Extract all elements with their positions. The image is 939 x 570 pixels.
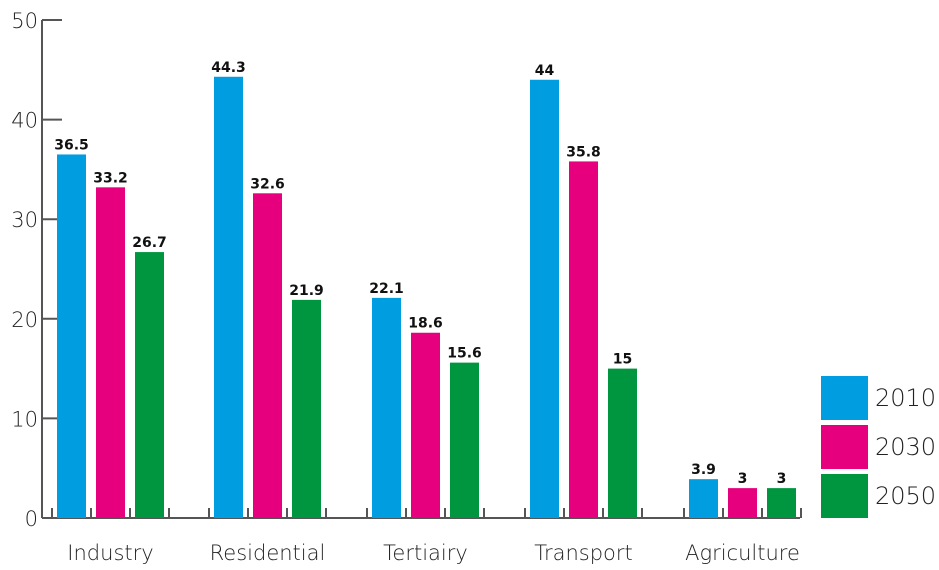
data-label: 36.5 bbox=[54, 137, 89, 153]
y-tick-label: 20 bbox=[11, 308, 38, 332]
data-label: 32.6 bbox=[250, 176, 285, 192]
bar bbox=[450, 362, 479, 518]
legend-swatch bbox=[821, 425, 868, 469]
data-label: 33.2 bbox=[93, 170, 128, 186]
data-label: 18.6 bbox=[408, 316, 443, 332]
x-category-label: Agriculture bbox=[685, 541, 800, 565]
bar bbox=[135, 252, 164, 518]
legend-swatch bbox=[821, 376, 868, 420]
x-category-label: Residential bbox=[210, 541, 326, 565]
bar bbox=[214, 76, 243, 518]
legend-label: 2030 bbox=[875, 433, 936, 461]
bar bbox=[372, 297, 401, 518]
data-label: 3.9 bbox=[691, 462, 716, 478]
legend-label: 2010 bbox=[875, 384, 936, 412]
legend-swatch bbox=[821, 474, 868, 518]
data-label: 35.8 bbox=[566, 144, 601, 160]
bar bbox=[767, 488, 796, 518]
x-axis: Industry Residential Tertiairy Transport Agr… bbox=[42, 508, 802, 565]
bar bbox=[96, 187, 125, 518]
x-category-label: Industry bbox=[67, 541, 153, 565]
bar bbox=[411, 332, 440, 518]
x-category-label: Transport bbox=[534, 541, 633, 565]
bar bbox=[728, 488, 757, 518]
bar bbox=[569, 161, 598, 518]
bar bbox=[292, 299, 321, 518]
legend: 2010 2030 2050 bbox=[821, 376, 936, 518]
data-label: 3 bbox=[777, 471, 787, 487]
legend-label: 2050 bbox=[875, 482, 936, 510]
data-label: 15.6 bbox=[447, 346, 482, 362]
bars bbox=[57, 76, 796, 518]
data-label: 44 bbox=[535, 63, 555, 79]
y-tick-label: 0 bbox=[25, 507, 38, 531]
data-label: 15 bbox=[613, 352, 632, 368]
y-tick-label: 50 bbox=[11, 9, 38, 33]
bar bbox=[689, 479, 718, 518]
y-tick-label: 40 bbox=[11, 109, 38, 133]
y-tick-label: 30 bbox=[11, 208, 38, 232]
data-label: 26.7 bbox=[132, 235, 167, 251]
y-axis: 0 10 20 30 40 50 bbox=[11, 9, 62, 531]
data-labels: 36.5 44.3 22.1 44 3.9 33.2 32.6 18.6 35.8 3 26.7 21… bbox=[54, 60, 786, 487]
bar bbox=[57, 154, 86, 518]
bar bbox=[608, 368, 637, 518]
data-label: 44.3 bbox=[211, 60, 246, 76]
y-tick-label: 10 bbox=[11, 407, 38, 431]
bar bbox=[253, 193, 282, 518]
bar bbox=[530, 79, 559, 518]
data-label: 21.9 bbox=[289, 283, 324, 299]
data-label: 3 bbox=[738, 471, 748, 487]
data-label: 22.1 bbox=[369, 281, 404, 297]
x-category-label: Tertiairy bbox=[383, 541, 468, 565]
